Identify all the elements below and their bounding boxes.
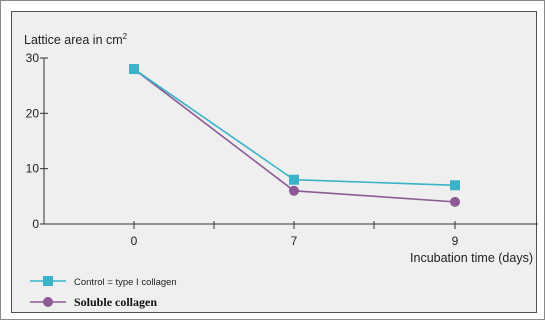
legend-marker-circle [43,297,53,307]
y-axis-label: Lattice area in cm2 [24,32,128,47]
data-point-circle [289,185,299,196]
y-tick-label: 20 [26,106,40,120]
x-tick-label: 7 [291,234,298,248]
chart-panel [11,11,537,313]
y-axis-label-text: Lattice area in cm [24,33,123,47]
y-axis-label-superscript: 2 [123,32,128,41]
x-tick-label: 0 [131,234,138,248]
data-point-square [129,64,139,75]
x-tick-label: 9 [452,234,459,248]
y-tick-label: 0 [32,217,39,231]
y-tick-label: 30 [26,51,40,65]
series-line-1 [133,68,456,187]
legend-label-1: Control = type I collagen [74,277,177,288]
data-point-circle [450,196,460,207]
data-point-square [450,180,460,191]
legend-marker-square [43,276,53,286]
data-point-square [289,174,299,185]
legend-label-2: Soluble collagen [74,295,157,309]
x-axis-label: Incubation time (days) [410,251,533,265]
y-tick-label: 10 [26,162,40,176]
